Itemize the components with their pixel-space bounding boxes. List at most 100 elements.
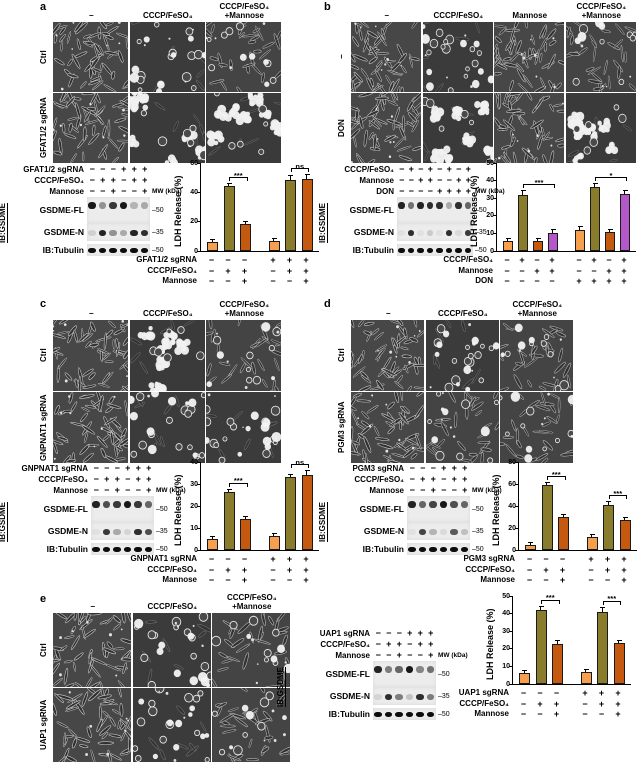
- micro-column-header: −: [88, 10, 94, 20]
- chart-condition-row: GFAT1/2 sgRNA − − − + + +: [136, 255, 318, 266]
- protein-band: [98, 230, 107, 236]
- protein-band: [418, 501, 427, 508]
- blot-band-row: GSDME-N –35: [320, 223, 505, 241]
- error-bar: [592, 183, 598, 187]
- y-tick-mark: [197, 162, 201, 164]
- condition-sign: −: [526, 554, 533, 564]
- y-tick-label: 20: [502, 645, 510, 653]
- micro-row: PGM3 sgRNA: [337, 392, 575, 465]
- blot-condition-signs: − − − + + +: [91, 464, 154, 473]
- protein-band: [113, 546, 121, 552]
- y-tick-mark: [197, 191, 201, 193]
- micrograph-tile: [129, 319, 205, 391]
- y-tick-mark: [197, 505, 201, 507]
- y-tick-label: 50: [502, 592, 510, 600]
- condition-sign: +: [615, 688, 621, 698]
- chart-condition-row: CCCP/FeSO₄ − + + − + +: [459, 698, 630, 710]
- condition-sign: −: [534, 255, 540, 265]
- condition-sign: −: [446, 175, 452, 185]
- micro-row-label: Ctrl: [39, 348, 48, 362]
- blot-band-label: GSDME-N: [353, 227, 394, 237]
- y-axis-label: LDH Release (%): [469, 175, 479, 247]
- blot-condition-signs: − − − − + + + +: [397, 187, 473, 196]
- error-bar: [304, 470, 310, 476]
- condition-sign: −: [104, 485, 110, 495]
- micro-row: −: [337, 21, 637, 94]
- panel-b: b − CCCP/FeSO₄ Mannose CCCP/FeSO₄ +Mannose −…: [318, 0, 639, 296]
- protein-band: [134, 501, 142, 508]
- condition-sign: +: [241, 265, 248, 276]
- micrograph-tile: [422, 21, 493, 92]
- protein-band: [134, 546, 142, 552]
- condition-sign: +: [615, 698, 621, 709]
- condition-sign: −: [591, 265, 597, 276]
- micro-column-header: CCCP/FeSO₄ +Mannose: [576, 2, 627, 20]
- y-tick-mark: [197, 527, 201, 529]
- bar: [285, 477, 296, 550]
- condition-sign: +: [417, 628, 423, 638]
- blot-condition-signs: − − − + + +: [87, 165, 150, 174]
- protein-band: [408, 546, 416, 552]
- condition-sign: +: [451, 463, 457, 473]
- chart-condition-label: Mannose: [162, 575, 197, 584]
- significance-bracket: ***: [229, 477, 248, 487]
- condition-sign: −: [451, 485, 457, 495]
- plot-area: *** ns: [197, 162, 319, 252]
- chart-condition-row: DON − − − − + + + +: [475, 276, 635, 287]
- condition-sign: −: [549, 276, 555, 286]
- bar: [285, 179, 296, 251]
- chart-condition-label: CCCP/FeSO₄: [443, 255, 493, 264]
- western-blot: UAP1 sgRNA − − − + + + CCCP/FeSO₄ − + + − + + Mannose −…: [276, 628, 468, 720]
- plot-column: *** * CCCP/FeSO₄ − + − + − + − + Mannose − − + + − − + + DON…: [443, 162, 636, 287]
- chart-condition-row: CCCP/FeSO₄ − + + − + +: [465, 565, 636, 576]
- blot-condition-label: Mannose: [335, 651, 370, 660]
- protein-band: [405, 711, 414, 717]
- chart-condition-label: CCCP/FeSO₄: [459, 698, 509, 708]
- bar: [525, 544, 536, 550]
- y-tick-mark: [493, 232, 497, 234]
- blot-band-row: GSDME-FL –50: [0, 496, 186, 522]
- y-tick-mark: [509, 595, 513, 597]
- protein-band: [429, 529, 437, 535]
- condition-sign: −: [418, 164, 424, 174]
- plot-area: *** ns: [197, 459, 319, 551]
- condition-sign: −: [225, 255, 231, 265]
- bar: [223, 491, 235, 550]
- y-tick-mark: [515, 505, 519, 507]
- blot-condition-label: Mannose: [49, 187, 84, 196]
- blot-band-label: IB:Tubulin: [46, 544, 88, 554]
- chart-condition-label: UAP1 sgRNA: [458, 688, 509, 697]
- error-bar: [226, 488, 232, 492]
- significance-label: ***: [551, 469, 561, 479]
- micro-column-headers: − CCCP/FeSO₄ CCCP/FeSO₄ +Mannose: [40, 2, 283, 21]
- micro-column-header: −: [88, 308, 94, 318]
- panel-d: d − CCCP/FeSO₄ CCCP/FeSO₄ +Mannose Ctrl PGM3…: [318, 297, 639, 587]
- panel-label: c: [40, 298, 47, 310]
- micro-column-header: CCCP/FeSO₄ +Mannose: [226, 593, 277, 611]
- blot-condition-signs: − − − + + +: [373, 629, 436, 638]
- protein-band: [98, 247, 107, 253]
- condition-sign: +: [417, 639, 423, 649]
- protein-band: [123, 529, 132, 535]
- chart-condition-label: CCCP/FeSO₄: [147, 564, 197, 574]
- blot-condition-signs: − + − + − + − +: [397, 165, 473, 174]
- condition-sign: +: [110, 175, 116, 185]
- y-tick-mark: [197, 461, 201, 463]
- blot-band-row: GSDME-N –35: [0, 223, 182, 241]
- condition-sign: −: [537, 688, 543, 698]
- bar: [240, 223, 251, 251]
- protein-band: [436, 202, 443, 209]
- blot-lane-strip: [373, 708, 436, 720]
- micrograph-tile: [422, 93, 493, 164]
- bar: [541, 485, 553, 550]
- blot-band-row: IB:Tubulin –50: [278, 708, 468, 720]
- condition-sign: −: [241, 255, 248, 265]
- blot-band-row: GSDME-FL –50: [0, 197, 182, 223]
- blot-band-label: GSDME-FL: [359, 504, 404, 514]
- micro-row: Ctrl: [39, 21, 283, 94]
- protein-band: [102, 529, 111, 535]
- condition-sign: +: [465, 164, 471, 174]
- condition-sign: +: [427, 175, 433, 185]
- micro-column-header: −: [385, 308, 391, 318]
- condition-sign: −: [131, 186, 137, 196]
